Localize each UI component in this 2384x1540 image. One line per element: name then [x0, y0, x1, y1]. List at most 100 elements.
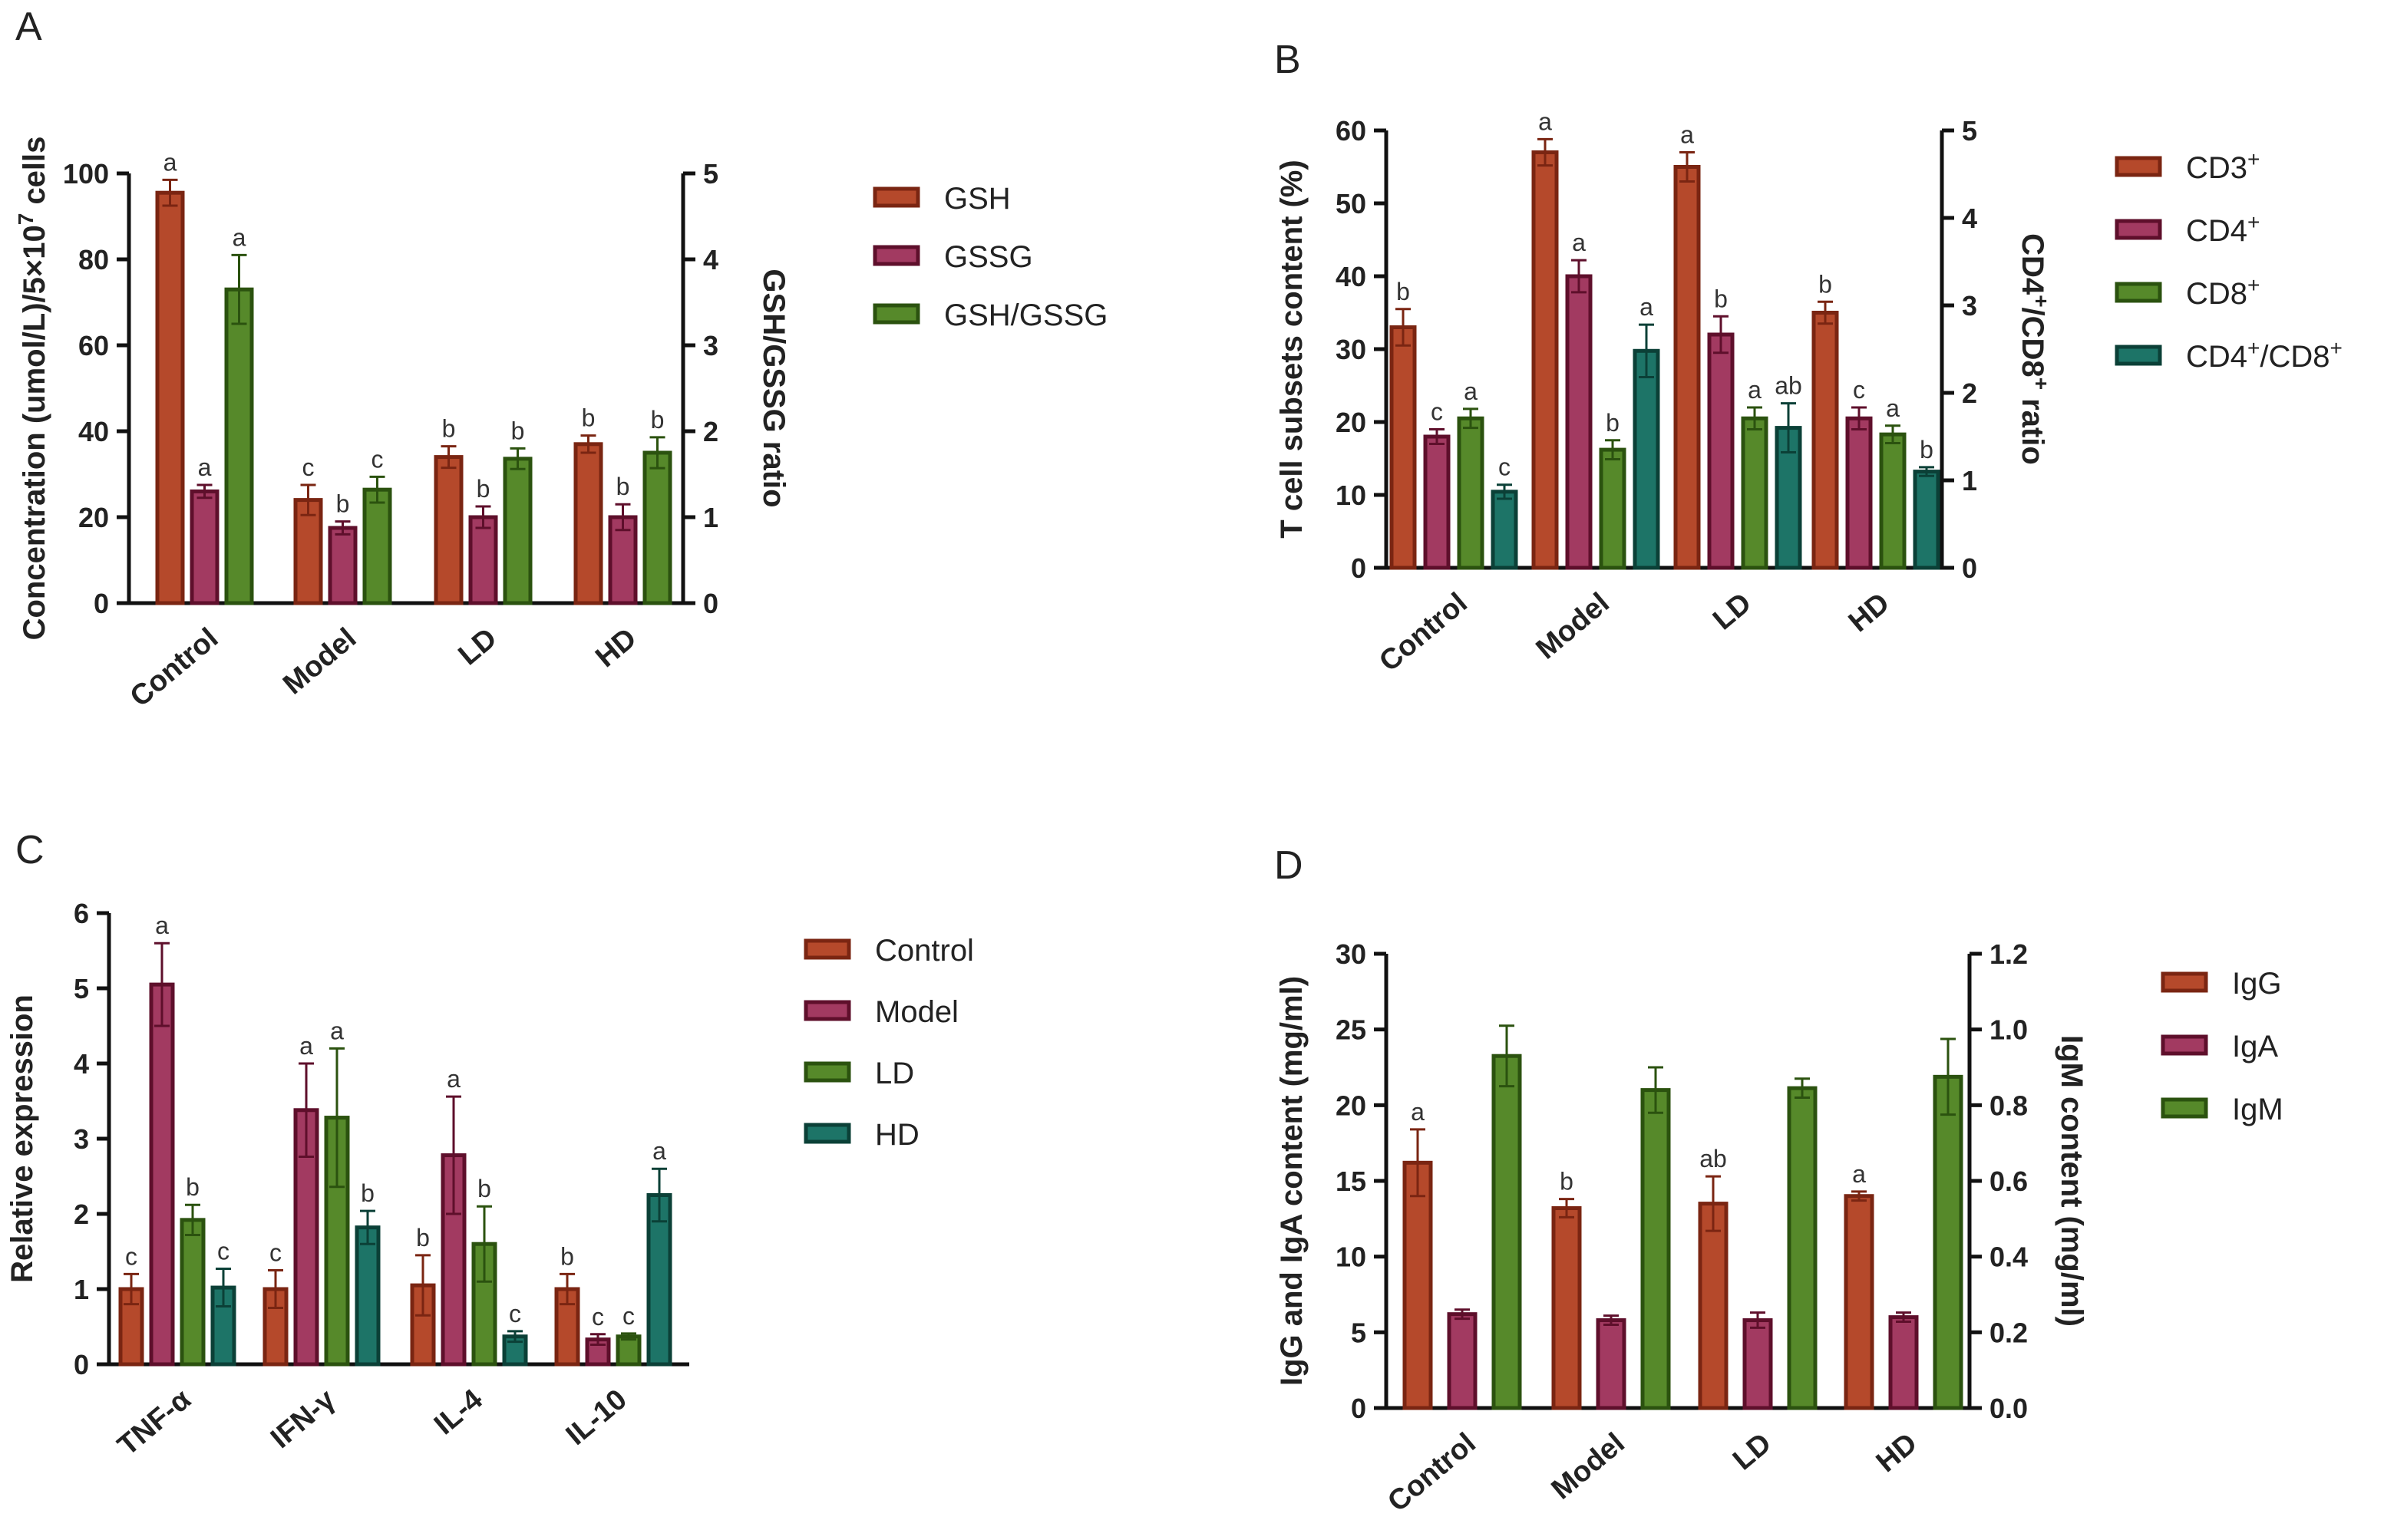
bar-gsh-gssg — [642, 450, 672, 605]
bar-igg — [1844, 1194, 1874, 1410]
y-tick-label-left: 60 — [1336, 115, 1366, 147]
bar-gssg — [608, 515, 638, 605]
legend-swatch — [873, 186, 920, 208]
y-tick-label-right: 4 — [1962, 203, 1977, 234]
legend-swatch — [2115, 156, 2162, 177]
text-part: /CD8 — [2016, 308, 2049, 378]
significance-label: b — [1714, 285, 1728, 312]
legend-label: LD — [875, 1057, 914, 1090]
x-tick-label: HD — [589, 622, 642, 674]
legend-label: GSH — [944, 182, 1011, 216]
y-tick-label-right: 1.2 — [1989, 938, 2028, 970]
y-tick-label-right: 2 — [703, 416, 718, 447]
y-tick-label-left: 60 — [78, 330, 109, 361]
bar-cd3- — [1811, 311, 1839, 570]
y-tick-label-left: 1 — [74, 1274, 89, 1305]
bar-igm — [1933, 1074, 1963, 1410]
x-tick-label: Model — [277, 622, 362, 701]
bar-gsh — [434, 455, 464, 605]
y-tick-label-right: 0.2 — [1989, 1317, 2028, 1348]
text-part: CD3 — [2186, 151, 2247, 185]
x-tick-label: Model — [1530, 587, 1616, 666]
legend-label: Model — [875, 995, 959, 1029]
legend-swatch — [2161, 971, 2208, 993]
y-tick-label-left: 30 — [1336, 938, 1366, 970]
significance-label: c — [622, 1302, 635, 1330]
chart-panel-b: 0 10 20 30 40 50 60 0 1 2 3 4 5 T cell subsets conten… — [1275, 107, 2343, 678]
superscript: + — [2247, 336, 2260, 360]
significance-label: b — [616, 473, 630, 500]
y-tick-label-right: 0.6 — [1989, 1166, 2028, 1197]
y-tick-label-left: 5 — [74, 973, 89, 1004]
y-axis-title-right: GSH/GSSG ratio — [757, 269, 791, 507]
legend-swatch — [873, 245, 920, 266]
bar-ld — [180, 1218, 206, 1367]
x-tick-label: Control — [124, 622, 224, 714]
bar-gssg — [468, 515, 498, 605]
text-part: CD8 — [2186, 277, 2247, 311]
significance-label: b — [1396, 278, 1410, 305]
x-tick-label: Model — [1546, 1427, 1631, 1506]
panel-label-b: B — [1274, 38, 1301, 82]
x-tick-label: HD — [1871, 1427, 1923, 1479]
text-part: /CD8 — [2260, 340, 2330, 374]
significance-label: b — [1920, 436, 1933, 463]
text-part: cells — [18, 137, 51, 213]
x-tick-label: LD — [1707, 587, 1758, 637]
bar-gsh — [573, 442, 603, 605]
y-tick-label-right: 0.0 — [1989, 1393, 2028, 1424]
bar-gssg — [328, 526, 358, 605]
y-tick-label-right: 3 — [703, 330, 718, 361]
bar-cd8- — [1741, 416, 1768, 570]
significance-label: b — [361, 1179, 375, 1207]
panel-label-d: D — [1274, 843, 1303, 888]
bar-cd4-cd8- — [1913, 470, 1940, 570]
bar-igm — [1491, 1054, 1522, 1410]
legend-swatch — [2115, 282, 2162, 303]
significance-label: c — [269, 1239, 282, 1267]
bar-cd4-cd8- — [1491, 490, 1518, 570]
y-tick-label-left: 0 — [74, 1349, 89, 1380]
x-tick-label: IL-10 — [560, 1383, 633, 1452]
significance-label: b — [1560, 1168, 1573, 1195]
significance-label: a — [233, 223, 246, 251]
text-part: ratio — [2016, 390, 2049, 465]
x-tick-label: IFN-γ — [265, 1383, 342, 1455]
significance-label: a — [1639, 293, 1653, 321]
x-tick-label: TNF-α — [112, 1383, 197, 1463]
chart-panel-a: 0 20 40 60 80 100 0 1 2 3 4 5 Concentration (umol/L)… — [14, 137, 1108, 714]
significance-label: a — [1411, 1098, 1425, 1126]
bar-iga — [1596, 1318, 1626, 1410]
x-tick-label: LD — [452, 622, 503, 672]
significance-label: b — [1606, 409, 1620, 437]
significance-label: b — [186, 1173, 200, 1201]
y-tick-label-left: 2 — [74, 1199, 89, 1230]
significance-label: a — [299, 1032, 313, 1060]
y-axis-title-right: CD4+/CD8+ ratio — [2016, 233, 2054, 465]
y-tick-label-right: 5 — [1962, 115, 1977, 147]
bar-iga — [1447, 1312, 1478, 1410]
bar-cd4- — [1565, 274, 1593, 570]
y-axis-title-left: Relative expression — [5, 994, 39, 1283]
significance-label: a — [163, 148, 177, 176]
bar-cd3- — [1389, 325, 1417, 570]
superscript: + — [2247, 273, 2260, 297]
legend-swatch — [804, 1061, 851, 1083]
bar-gsh — [293, 498, 323, 605]
bar-cd4- — [1707, 332, 1735, 570]
y-tick-label-left: 30 — [1336, 334, 1366, 365]
superscript: + — [2030, 295, 2054, 307]
significance-label: c — [302, 453, 315, 481]
text-part: CD4 — [2016, 233, 2049, 295]
y-tick-label-right: 2 — [1962, 378, 1977, 409]
superscript: 7 — [14, 213, 38, 226]
y-tick-label-left: 0 — [94, 588, 109, 619]
chart-panel-d: 0 5 10 15 20 25 30 0.0 0.2 0.4 0.6 0.8 1.0 1.2 IgG and… — [1275, 938, 2283, 1519]
y-tick-label-right: 5 — [703, 158, 718, 190]
bar-model — [149, 982, 175, 1367]
significance-label: ab — [1699, 1145, 1727, 1172]
legend-swatch — [2115, 345, 2162, 366]
y-axis-title-left: T cell subsets content (%) — [1275, 160, 1309, 538]
legend-swatch — [804, 1000, 851, 1021]
